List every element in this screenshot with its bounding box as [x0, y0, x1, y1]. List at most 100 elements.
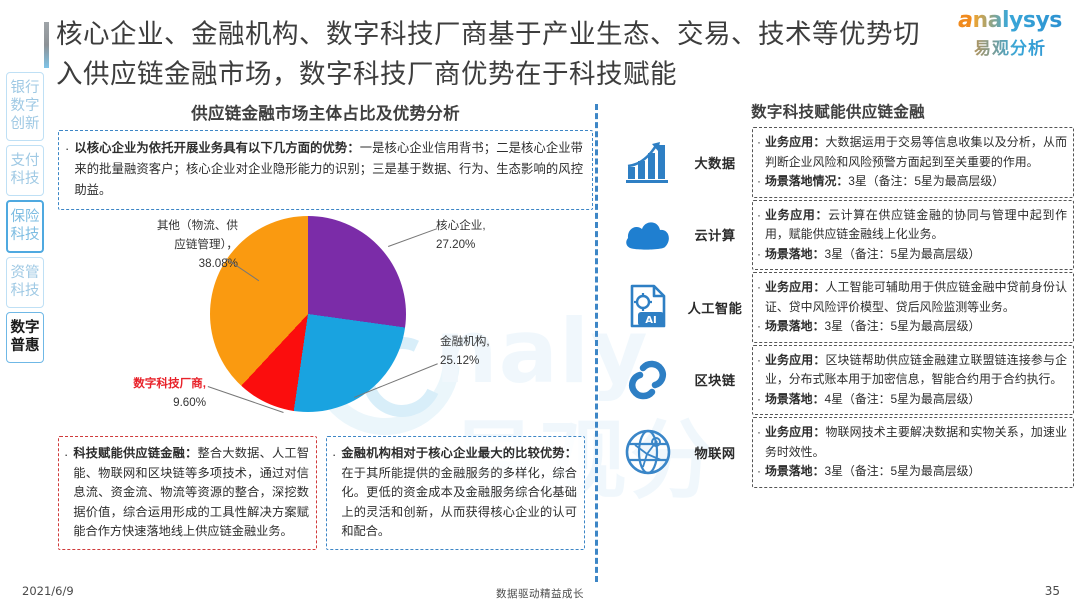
finance-institution-rest: 在于其所能提供的金融服务的多样化，综合化。更低的资金成本及金融服务综合化基础上的… — [341, 465, 577, 539]
bullet-icon: · — [332, 447, 337, 462]
tech-landing-label: 场景落地： — [765, 464, 825, 478]
pie-label-core-pct: 27.20% — [436, 238, 476, 251]
bullet-icon: · — [65, 141, 70, 156]
sidebar-item-inclusive-finance[interactable]: 数字普惠 — [6, 312, 44, 363]
footer-page-number: 35 — [1044, 584, 1060, 598]
tech-app-text: 大数据运用于交易等信息收集以及分析，从而判断企业风险和风险预警方面起到至关重要的… — [765, 135, 1067, 169]
sidebar-item-payment[interactable]: 支付科技 — [6, 145, 44, 196]
advantage-note-rest: 一是核心企业信用背书；二是核心企业带来的批量融资客户；核心企业对企业隐形能力的识… — [74, 141, 583, 197]
tech-row-blockchain: 区块链 · 业务应用：区块链帮助供应链金融建立联盟链连接参与企业，分布式账本用于加… — [612, 344, 1074, 415]
tech-app-big-data: 业务应用：大数据运用于交易等信息收集以及分析，从而判断企业风险和风险预警方面起到… — [765, 133, 1067, 172]
tech-app-label: 业务应用： — [765, 280, 826, 294]
leader-line-core — [388, 228, 438, 247]
tech-app-label: 业务应用： — [765, 207, 829, 222]
cloud-icon — [612, 204, 684, 266]
tech-empower-rest: 整合大数据、人工智能、物联网和区块链等多项技术，通过对信息流、资金流、物流等资源… — [73, 446, 310, 538]
tech-app-label: 业务应用： — [765, 352, 826, 367]
pie-slices — [210, 216, 406, 412]
pie-label-digital-tech: 数字科技厂商, 9.60% — [94, 374, 206, 412]
tech-landing-ai: 场景落地：3星（备注：5星为最高层级） — [765, 317, 980, 337]
right-panel-title: 数字科技赋能供应链金融 — [751, 104, 925, 121]
tech-landing-label: 场景落地： — [765, 319, 825, 333]
pie-label-core-name: 核心企业, — [436, 219, 486, 232]
pie-label-financial-pct: 25.12% — [440, 354, 480, 367]
title-accent-bar — [44, 22, 49, 68]
tech-landing-blockchain: 场景落地：4星（备注：5星为最高层级） — [765, 390, 980, 410]
tech-landing-big-data: 场景落地情况：3星（备注：5星为最高层级） — [765, 172, 1004, 192]
pie-label-financial-name: 金融机构, — [440, 335, 490, 348]
sidebar-item-bank[interactable]: 银行数字创新 — [6, 72, 44, 141]
logo-text-en: analysys — [952, 8, 1068, 33]
tech-box-iot: · 业务应用：物联网技术主要解决数据和实物关系，加速业务时效性。 · 场景落地：3星… — [752, 417, 1074, 488]
tech-name-cloud: 云计算 — [694, 228, 736, 244]
chain-link-icon — [612, 349, 684, 411]
advantage-boxes: · 科技赋能供应链金融：整合大数据、人工智能、物联网和区块链等多项技术，通过对信… — [58, 436, 593, 550]
pie-label-financial: 金融机构, 25.12% — [440, 332, 560, 370]
sidebar-item-label: 银行数字创新 — [10, 80, 40, 132]
tech-app-cloud: 业务应用：云计算在供应链金融的协同与管理中起到作用，赋能供应链金融线上化业务。 — [765, 206, 1067, 245]
finance-institution-text: 金融机构相对于核心企业最大的比较优势： 在于其所能提供的金融服务的多样化，综合化。… — [341, 444, 577, 542]
tech-landing-cloud: 场景落地：3星（备注：5星为最高层级） — [765, 245, 980, 265]
advantage-note-bold: 以核心企业为依托开展业务具有以下几方面的优势： — [74, 141, 360, 155]
tech-app-ai: 业务应用：人工智能可辅助用于供应链金融中贷前身份认证、贷中风险评价模型、贷后风险… — [765, 278, 1067, 317]
ai-document-icon: AI — [612, 276, 684, 338]
bullet-icon: · — [757, 207, 761, 222]
analysys-logo: analysys 易观分析 — [952, 8, 1068, 59]
footer: 2021/6/9 数据驱动精益成长 35 — [0, 584, 1080, 604]
sidebar-item-asset-management[interactable]: 资管科技 — [6, 257, 44, 308]
left-panel: 供应链金融市场主体占比及优势分析 · 以核心企业为依托开展业务具有以下几方面的优… — [58, 100, 593, 550]
bullet-icon: · — [757, 352, 761, 367]
tech-empower-text: 科技赋能供应链金融：整合大数据、人工智能、物联网和区块链等多项技术，通过对信息流… — [73, 444, 309, 542]
tech-name-big-data: 大数据 — [694, 155, 736, 171]
bar-chart-growth-icon — [612, 131, 684, 193]
tech-landing-text: 4星（备注：5星为最高层级） — [824, 391, 981, 406]
finance-institution-bold: 金融机构相对于核心企业最大的比较优势： — [341, 446, 577, 460]
tech-landing-text: 3星（备注：5星为最高层级） — [824, 246, 981, 261]
logo-text-cn: 易观分析 — [952, 34, 1068, 59]
sidebar-item-insurance[interactable]: 保险科技 — [6, 200, 44, 253]
logo-swirl-icon: a — [958, 8, 973, 33]
tech-box-big-data: · 业务应用：大数据运用于交易等信息收集以及分析，从而判断企业风险和风险预警方面起… — [752, 127, 1074, 198]
tech-box-cloud: · 业务应用：云计算在供应链金融的协同与管理中起到作用，赋能供应链金融线上化业务。… — [752, 199, 1074, 270]
header: 核心企业、金融机构、数字科技厂商基于产业生态、交易、技术等优势切入供应链金融市场… — [0, 0, 1080, 95]
sidebar-item-label: 数字普惠 — [10, 320, 40, 354]
tech-row-big-data: 大数据 · 业务应用：大数据运用于交易等信息收集以及分析，从而判断企业风险和风险预… — [612, 127, 1074, 198]
bullet-icon: · — [757, 135, 761, 149]
pie-chart: 其他（物流、供 应链管理）， 38.08% 核心企业, 27.20% 金融机构,… — [58, 214, 593, 434]
tech-box-ai: · 业务应用：人工智能可辅助用于供应链金融中贷前身份认证、贷中风险评价模型、贷后风… — [752, 272, 1074, 343]
bullet-icon: · — [757, 464, 761, 478]
sidebar-item-label: 支付科技 — [10, 153, 40, 187]
tech-name-ai: 人工智能 — [687, 300, 743, 316]
sidebar: 银行数字创新 支付科技 保险科技 资管科技 数字普惠 — [6, 72, 46, 367]
logo-en-rest: nalysys — [972, 8, 1062, 33]
panel-divider — [595, 104, 598, 582]
advantage-note-box: · 以核心企业为依托开展业务具有以下几方面的优势：一是核心企业信用背书；二是核心… — [58, 130, 593, 210]
footer-date: 2021/6/9 — [22, 584, 74, 598]
svg-text:AI: AI — [645, 315, 656, 326]
pie-label-digital-tech-pct: 9.60% — [173, 396, 206, 409]
tech-landing-text: 3星（备注：5星为最高层级） — [848, 174, 1005, 188]
advantage-note-text: 以核心企业为依托开展业务具有以下几方面的优势：一是核心企业信用背书；二是核心企业… — [74, 138, 583, 201]
tech-empower-box: · 科技赋能供应链金融：整合大数据、人工智能、物联网和区块链等多项技术，通过对信… — [58, 436, 317, 550]
footer-slogan: 数据驱动精益成长 — [496, 588, 584, 600]
pie-label-other-name2: 应链管理）， — [174, 238, 238, 251]
tech-app-text: 物联网技术主要解决数据和实物关系，加速业务时效性。 — [765, 425, 1067, 459]
pie-label-core: 核心企业, 27.20% — [436, 216, 556, 254]
bullet-icon: · — [757, 174, 761, 188]
sidebar-item-label: 保险科技 — [10, 209, 40, 243]
pie-label-other: 其他（物流、供 应链管理）， 38.08% — [130, 216, 238, 273]
tech-name-iot: 物联网 — [694, 445, 736, 461]
tech-app-text: 区块链帮助供应链金融建立联盟链连接参与企业，分布式账本用于加密信息，智能合约用于… — [765, 352, 1067, 387]
tech-empower-bold: 科技赋能供应链金融： — [73, 446, 198, 460]
finance-institution-box: · 金融机构相对于核心企业最大的比较优势： 在于其所能提供的金融服务的多样化，综合… — [326, 436, 585, 550]
tech-app-label: 业务应用： — [765, 425, 826, 439]
page-title: 核心企业、金融机构、数字科技厂商基于产业生态、交易、技术等优势切入供应链金融市场… — [56, 19, 920, 89]
tech-landing-label: 场景落地情况： — [765, 174, 849, 188]
tech-landing-label: 场景落地： — [765, 246, 825, 261]
pie-label-other-name: 其他（物流、供 — [156, 219, 238, 232]
pie-label-other-pct: 38.08% — [198, 257, 238, 270]
tech-row-cloud: 云计算 · 业务应用：云计算在供应链金融的协同与管理中起到作用，赋能供应链金融线上… — [612, 199, 1074, 270]
tech-app-blockchain: 业务应用：区块链帮助供应链金融建立联盟链连接参与企业，分布式账本用于加密信息，智… — [765, 351, 1067, 390]
tech-name-blockchain: 区块链 — [694, 373, 736, 389]
